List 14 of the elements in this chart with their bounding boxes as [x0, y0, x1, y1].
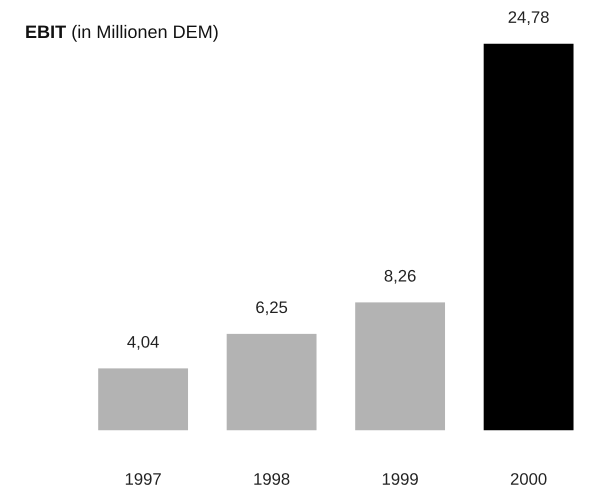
bar — [354, 300, 446, 431]
data-label: 6,25 — [256, 301, 288, 316]
data-label: 8,26 — [384, 270, 416, 284]
bar — [225, 332, 318, 431]
x-tick-label: 1999 — [382, 473, 418, 485]
chart-subtitle: (in Millionen DEM) — [72, 24, 218, 42]
data-label: 4,04 — [127, 336, 159, 350]
chart-title: EBIT — [26, 26, 66, 38]
x-tick-label: 1997 — [126, 473, 161, 485]
data-label: 24,78 — [508, 11, 549, 26]
x-tick-label: 1998 — [254, 473, 290, 485]
bar — [96, 367, 190, 431]
bar — [482, 42, 575, 431]
x-tick-label: 2000 — [510, 473, 546, 485]
